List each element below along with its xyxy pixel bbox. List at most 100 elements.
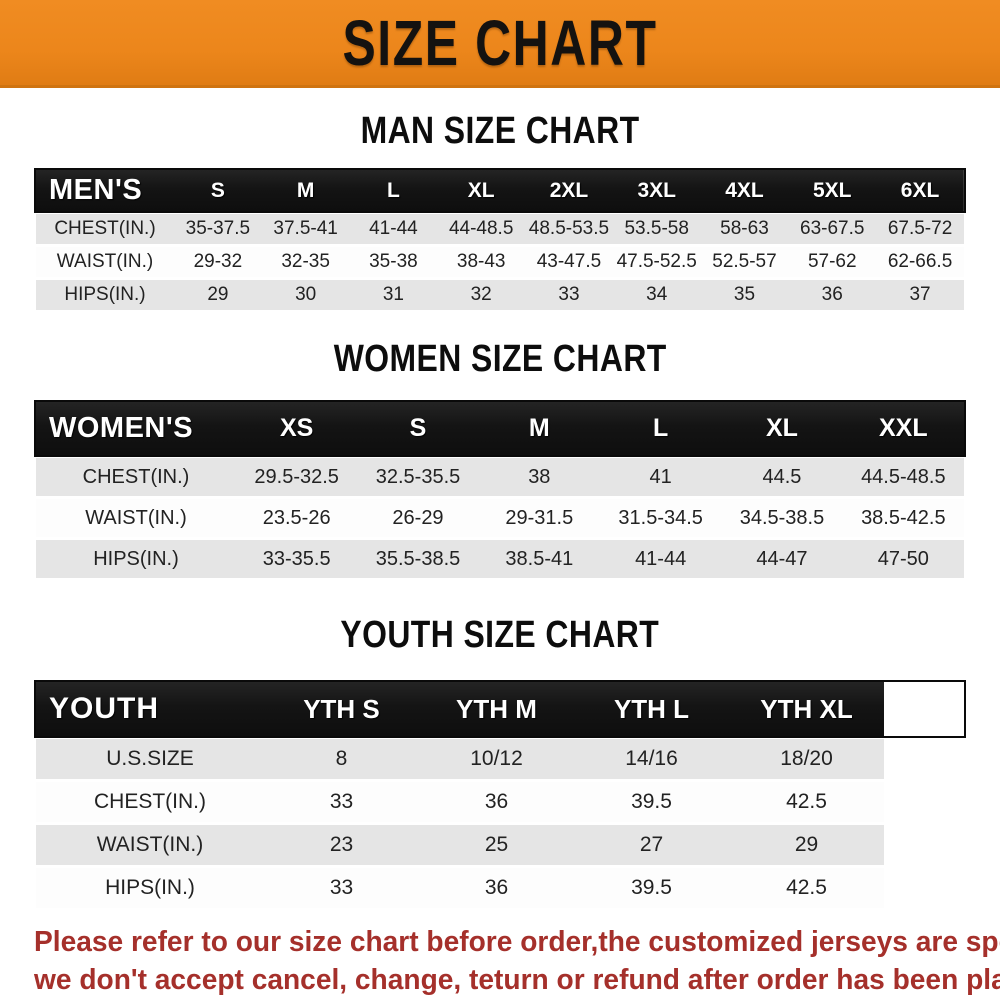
measurement-value-cell: 26-29 bbox=[392, 506, 444, 529]
youth-chart-heading: YOUTH SIZE CHART bbox=[340, 614, 660, 656]
measurement-row: CHEST(IN.) 29.5-32.5 32.5-35.5 38 41 44.5 44.5… bbox=[36, 458, 964, 496]
youth-size-table: YOUTH YTH S YTH M YTH L YTH XL U.S.SIZE 8 10/12… bbox=[36, 679, 964, 911]
measurement-row: WAIST(IN.) 29-32 32-35 35-38 38-43 43-47.5 47.… bbox=[36, 247, 964, 277]
measurement-label-cell: WAIST(IN.) bbox=[96, 833, 204, 856]
order-disclaimer: Please refer to our size chart before or… bbox=[0, 923, 1000, 999]
measurement-value-cell: 57-62 bbox=[807, 251, 857, 272]
disclaimer-line-1: Please refer to our size chart before or… bbox=[34, 926, 1000, 958]
measurement-value-cell: 53.5-58 bbox=[624, 218, 689, 239]
measurement-value-cell: 41 bbox=[649, 465, 672, 488]
measurement-value-cell: 29-32 bbox=[193, 251, 243, 272]
size-header-cell: 4XL bbox=[725, 178, 764, 202]
measurement-label-cell: WAIST(IN.) bbox=[56, 251, 154, 272]
measurement-row: U.S.SIZE 8 10/12 14/16 18/20 bbox=[36, 739, 964, 779]
measurement-value-cell: 29 bbox=[207, 284, 229, 305]
measurement-value-cell: 47-50 bbox=[877, 547, 929, 570]
measurement-value-cell: 35 bbox=[733, 284, 756, 305]
size-header-cell: 2XL bbox=[549, 178, 589, 202]
measurement-row: HIPS(IN.) 29 30 31 32 33 34 35 36 37 bbox=[36, 280, 964, 310]
size-header-cell: S bbox=[409, 414, 427, 442]
measurement-value-cell: 44-47 bbox=[756, 547, 808, 570]
measurement-value-cell: 47.5-52.5 bbox=[616, 251, 697, 272]
measurement-value-cell: 62-66.5 bbox=[887, 251, 953, 272]
measurement-row: HIPS(IN.) 33-35.5 35.5-38.5 38.5-41 41-44 44-… bbox=[36, 540, 964, 578]
measurement-value-cell: 32 bbox=[470, 284, 492, 305]
measurement-value-cell: 14/16 bbox=[625, 747, 678, 770]
size-header-cell: YTH S bbox=[303, 693, 380, 724]
measurement-value-cell: 23 bbox=[329, 833, 354, 856]
measurement-value-cell: 38 bbox=[528, 465, 551, 488]
banner-title: SIZE CHART bbox=[342, 6, 658, 79]
men-size-section: MAN SIZE CHART MEN'S S M L XL 2XL 3XL 4XL 5XL 6XL… bbox=[0, 109, 1000, 313]
measurement-value-cell: 18/20 bbox=[780, 747, 833, 770]
measurement-value-cell: 32.5-35.5 bbox=[375, 465, 461, 488]
measurement-value-cell: 36 bbox=[821, 284, 843, 305]
measurement-label-cell: HIPS(IN.) bbox=[64, 284, 146, 305]
measurement-value-cell: 63-67.5 bbox=[800, 218, 865, 239]
table-header-row: MEN'S S M L XL 2XL 3XL 4XL 5XL 6XL bbox=[36, 170, 964, 211]
size-header-cell: YTH XL bbox=[760, 693, 853, 724]
measurement-value-cell: 37.5-41 bbox=[273, 218, 338, 239]
measurement-value-cell: 41-44 bbox=[369, 218, 418, 239]
size-header-cell: S bbox=[210, 178, 225, 202]
youth-size-section: YOUTH SIZE CHART YOUTH YTH S YTH M YTH L YTH… bbox=[0, 613, 1000, 911]
size-header-cell: YTH L bbox=[613, 693, 690, 724]
measurement-value-cell: 39.5 bbox=[631, 790, 672, 813]
table-title-cell: MEN'S bbox=[49, 174, 143, 206]
measurement-label-cell: HIPS(IN.) bbox=[93, 547, 179, 570]
measurement-value-cell: 58-63 bbox=[720, 218, 769, 239]
measurement-label-cell: CHEST(IN.) bbox=[54, 218, 156, 239]
measurement-row: WAIST(IN.) 23.5-26 26-29 29-31.5 31.5-34.5 34… bbox=[36, 499, 964, 537]
size-header-cell: M bbox=[528, 414, 550, 442]
measurement-row: WAIST(IN.) 23 25 27 29 bbox=[36, 825, 964, 865]
size-header-cell: XL bbox=[467, 178, 495, 202]
measurement-value-cell: 38-43 bbox=[456, 251, 506, 272]
measurement-value-cell: 33 bbox=[558, 284, 580, 305]
measurement-value-cell: 38.5-42.5 bbox=[861, 506, 946, 529]
measurement-value-cell: 10/12 bbox=[470, 747, 523, 770]
size-header-cell: L bbox=[653, 414, 669, 442]
disclaimer-line-2: we don't accept cancel, change, teturn o… bbox=[34, 964, 1000, 996]
measurement-value-cell: 33 bbox=[329, 876, 354, 899]
men-chart-heading: MAN SIZE CHART bbox=[360, 110, 640, 152]
measurement-value-cell: 48.5-53.5 bbox=[528, 218, 610, 239]
measurement-label-cell: CHEST(IN.) bbox=[82, 465, 190, 488]
measurement-value-cell: 42.5 bbox=[786, 876, 827, 899]
measurement-value-cell: 44-48.5 bbox=[448, 218, 514, 239]
size-header-cell: M bbox=[296, 178, 315, 202]
measurement-row: CHEST(IN.) 35-37.5 37.5-41 41-44 44-48.5 48.5… bbox=[36, 214, 964, 244]
measurement-value-cell: 34 bbox=[646, 284, 668, 305]
measurement-value-cell: 44.5 bbox=[762, 465, 802, 488]
measurement-value-cell: 30 bbox=[295, 284, 317, 305]
measurement-label-cell: HIPS(IN.) bbox=[105, 876, 195, 899]
measurement-value-cell: 33-35.5 bbox=[262, 547, 331, 570]
size-header-cell: XS bbox=[279, 414, 314, 442]
measurement-value-cell: 42.5 bbox=[786, 790, 827, 813]
men-size-table: MEN'S S M L XL 2XL 3XL 4XL 5XL 6XL CHEST(IN.) 35-37… bbox=[36, 167, 964, 313]
size-header-cell: 6XL bbox=[900, 178, 940, 202]
size-header-cell: 3XL bbox=[637, 178, 676, 202]
measurement-value-cell: 36 bbox=[484, 876, 509, 899]
measurement-value-cell: 29.5-32.5 bbox=[254, 465, 339, 488]
table-header-row: YOUTH YTH S YTH M YTH L YTH XL bbox=[36, 682, 964, 736]
measurement-value-cell: 36 bbox=[484, 790, 509, 813]
measurement-value-cell: 33 bbox=[329, 790, 354, 813]
measurement-label-cell: WAIST(IN.) bbox=[85, 506, 187, 529]
measurement-value-cell: 35-38 bbox=[369, 251, 418, 272]
measurement-value-cell: 8 bbox=[335, 747, 348, 770]
measurement-value-cell: 44.5-48.5 bbox=[861, 465, 946, 488]
measurement-label-cell: U.S.SIZE bbox=[106, 747, 194, 770]
measurement-row: HIPS(IN.) 33 36 39.5 42.5 bbox=[36, 868, 964, 908]
measurement-value-cell: 35.5-38.5 bbox=[375, 547, 461, 570]
size-header-cell: XL bbox=[766, 414, 798, 442]
measurement-value-cell: 52.5-57 bbox=[712, 251, 777, 272]
measurement-value-cell: 38.5-41 bbox=[505, 547, 574, 570]
size-header-cell: 5XL bbox=[812, 178, 852, 202]
women-chart-heading: WOMEN SIZE CHART bbox=[333, 338, 667, 380]
measurement-value-cell: 25 bbox=[484, 833, 509, 856]
measurement-value-cell: 35-37.5 bbox=[185, 218, 251, 239]
size-header-cell: XXL bbox=[879, 414, 928, 442]
women-size-table: WOMEN'S XS S M L XL XXL CHEST(IN.) 29.5-32.5 32.5… bbox=[36, 399, 964, 581]
measurement-value-cell: 32-35 bbox=[281, 251, 330, 272]
table-header-row: WOMEN'S XS S M L XL XXL bbox=[36, 402, 964, 455]
